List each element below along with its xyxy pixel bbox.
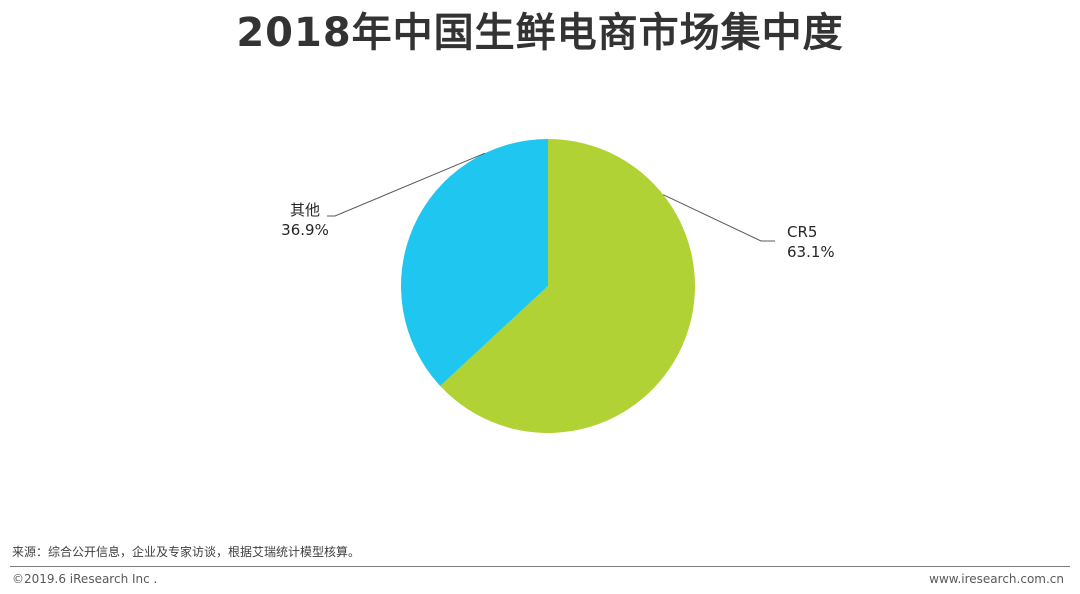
leader-line-others bbox=[327, 152, 486, 217]
website-link[interactable]: www.iresearch.com.cn bbox=[929, 572, 1064, 586]
footer-divider bbox=[10, 566, 1070, 567]
pie-slice-others bbox=[401, 139, 548, 386]
copyright-text: ©2019.6 iResearch Inc . bbox=[12, 572, 158, 586]
pie-labels: CR5 63.1% 其他 36.9% bbox=[281, 201, 834, 261]
slice-value-others: 36.9% bbox=[281, 221, 329, 239]
slice-value-cr5: 63.1% bbox=[787, 243, 835, 261]
source-note: 来源：综合公开信息，企业及专家访谈，根据艾瑞统计模型核算。 bbox=[12, 545, 361, 559]
chart-title: 2018年中国生鲜电商市场集中度 bbox=[236, 10, 844, 56]
pie-slice-cr5 bbox=[440, 139, 696, 433]
slice-label-others: 其他 bbox=[290, 201, 320, 219]
leader-line-cr5 bbox=[662, 194, 775, 242]
pie-slice-group bbox=[401, 139, 696, 433]
slice-label-cr5: CR5 bbox=[787, 223, 817, 241]
pie-leader-lines bbox=[327, 152, 775, 242]
